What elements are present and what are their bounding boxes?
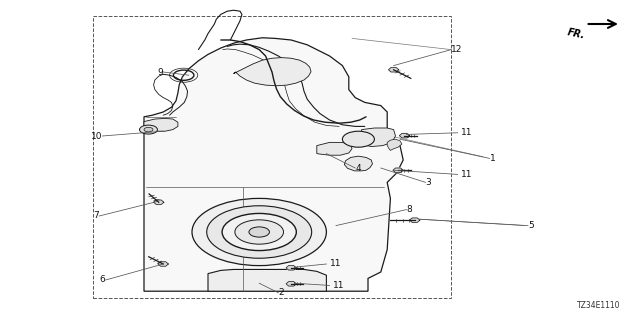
Polygon shape (410, 218, 420, 222)
Text: 11: 11 (333, 281, 344, 290)
Circle shape (235, 220, 284, 244)
Polygon shape (393, 168, 403, 172)
Circle shape (222, 213, 296, 251)
Polygon shape (154, 200, 164, 204)
Text: FR.: FR. (566, 27, 586, 40)
Polygon shape (144, 118, 178, 131)
Polygon shape (158, 262, 168, 266)
Polygon shape (286, 282, 296, 286)
Text: 12: 12 (451, 45, 463, 54)
Text: 7: 7 (93, 212, 99, 220)
Text: 11: 11 (461, 170, 472, 179)
Text: 4: 4 (355, 164, 361, 172)
Polygon shape (144, 38, 403, 291)
Text: 8: 8 (406, 205, 412, 214)
Text: 10: 10 (91, 132, 102, 140)
Text: 11: 11 (330, 260, 341, 268)
Text: 2: 2 (278, 288, 284, 297)
Text: 6: 6 (100, 276, 106, 284)
Text: 9: 9 (157, 68, 163, 76)
Circle shape (249, 227, 269, 237)
Polygon shape (388, 68, 399, 72)
Circle shape (140, 125, 157, 134)
Polygon shape (344, 156, 372, 171)
Polygon shape (234, 58, 311, 86)
Text: 11: 11 (461, 128, 472, 137)
Text: TZ34E1110: TZ34E1110 (577, 301, 621, 310)
Text: 3: 3 (426, 178, 431, 187)
Circle shape (144, 127, 153, 132)
Circle shape (207, 206, 312, 258)
Text: 5: 5 (528, 221, 534, 230)
Polygon shape (362, 128, 396, 147)
Polygon shape (399, 133, 410, 138)
Polygon shape (317, 142, 352, 155)
Polygon shape (286, 266, 296, 270)
Circle shape (342, 131, 374, 147)
Text: 1: 1 (490, 154, 495, 163)
Polygon shape (208, 269, 326, 291)
Circle shape (192, 198, 326, 266)
Bar (93, 16, 451, 298)
Polygon shape (387, 139, 402, 150)
